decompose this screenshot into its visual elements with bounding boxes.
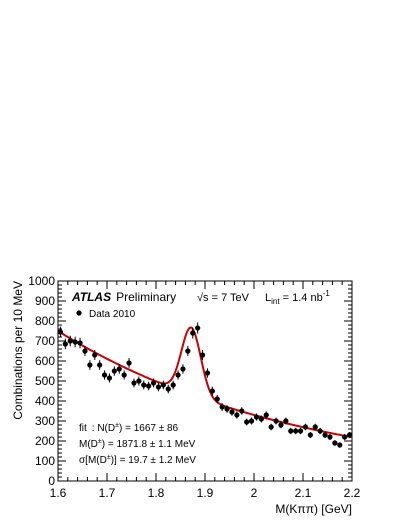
data-point <box>258 416 264 422</box>
legend-label: Data 2010 <box>89 309 136 320</box>
x-axis-label: M(Kππ) [GeV] <box>275 502 352 516</box>
y-tick-label: 500 <box>35 374 55 388</box>
data-point <box>185 348 191 354</box>
fit-mass-label: M(D±) = 1871.8 ± 1.1 MeV <box>79 438 196 450</box>
data-point <box>87 362 93 368</box>
data-point <box>288 428 294 434</box>
data-point <box>101 372 108 378</box>
legend-marker <box>76 310 82 316</box>
fit-curve <box>57 326 353 439</box>
data-point <box>322 432 328 438</box>
data-point <box>297 428 304 434</box>
data-point <box>293 428 299 434</box>
data-point <box>253 414 260 420</box>
data-point <box>302 424 309 430</box>
atlas-label: ATLAS Preliminary <box>71 290 176 304</box>
data-point <box>82 348 88 354</box>
data-point <box>136 378 142 384</box>
y-tick-label: 400 <box>35 394 55 408</box>
data-point <box>229 409 235 415</box>
data-point <box>67 338 73 344</box>
data-point <box>116 366 122 372</box>
y-tick-label: 1000 <box>28 274 55 288</box>
data-point <box>150 380 157 386</box>
data-point <box>337 442 343 448</box>
data-point <box>209 388 215 394</box>
data-point <box>278 422 284 428</box>
data-point <box>175 372 181 378</box>
y-tick-label: 600 <box>35 354 55 368</box>
x-tick-label: 2.1 <box>295 486 312 500</box>
data-point <box>263 412 269 418</box>
data-point <box>204 370 211 376</box>
data-point <box>62 341 68 347</box>
data-point <box>342 434 348 440</box>
data-point <box>165 386 171 392</box>
data-point <box>273 418 279 424</box>
data-point <box>332 440 338 446</box>
data-point <box>214 396 220 402</box>
data-point <box>72 339 78 345</box>
energy-label: √s = 7 TeV <box>197 292 250 304</box>
data-point <box>155 384 162 390</box>
data-point <box>121 372 127 378</box>
data-point <box>327 434 333 440</box>
data-point <box>283 418 289 424</box>
x-tick-label: 1.9 <box>197 486 214 500</box>
fit-width-label: σ[M(D±)] = 19.7 ± 1.2 MeV <box>79 454 196 466</box>
data-point <box>77 340 83 346</box>
data-point <box>106 375 113 381</box>
y-tick-label: 900 <box>35 294 55 308</box>
data-point <box>126 360 132 366</box>
data-point <box>57 329 64 335</box>
data-point <box>92 352 98 358</box>
data-point <box>190 330 196 336</box>
data-point <box>268 424 274 430</box>
y-tick-label: 300 <box>35 414 55 428</box>
data-point <box>317 428 323 434</box>
data-point <box>307 432 313 438</box>
lumi-label: Lint = 1.4 nb-1 <box>265 289 330 306</box>
y-tick-label: 800 <box>35 314 55 328</box>
data-point <box>219 404 225 410</box>
data-point <box>160 382 166 388</box>
x-tick-label: 2 <box>251 486 258 500</box>
y-tick-label: 200 <box>35 434 55 448</box>
y-tick-label: 0 <box>48 474 55 488</box>
data-point <box>180 366 186 372</box>
data-point <box>244 419 250 425</box>
fit-yield-label: fit: N(D±) = 1667 ± 86 <box>79 422 179 434</box>
data-point <box>199 352 206 358</box>
data-point <box>239 408 245 414</box>
data-point <box>141 382 147 388</box>
data-point <box>346 432 353 438</box>
data-point <box>131 380 137 386</box>
data-point <box>224 406 230 412</box>
data-point <box>97 362 103 368</box>
x-tick-label: 1.8 <box>148 486 165 500</box>
data-point <box>170 382 176 388</box>
data-point <box>248 418 255 424</box>
data-point <box>111 368 117 374</box>
data-point <box>234 412 240 418</box>
x-tick-label: 2.2 <box>344 486 361 500</box>
x-tick-label: 1.6 <box>50 486 67 500</box>
data-point <box>146 383 152 389</box>
y-axis-label: Combinations per 10 MeV <box>11 281 25 420</box>
data-point <box>195 325 201 331</box>
x-tick-label: 1.7 <box>99 486 116 500</box>
y-tick-label: 700 <box>35 334 55 348</box>
y-tick-label: 100 <box>35 454 55 468</box>
data-point <box>312 424 318 430</box>
